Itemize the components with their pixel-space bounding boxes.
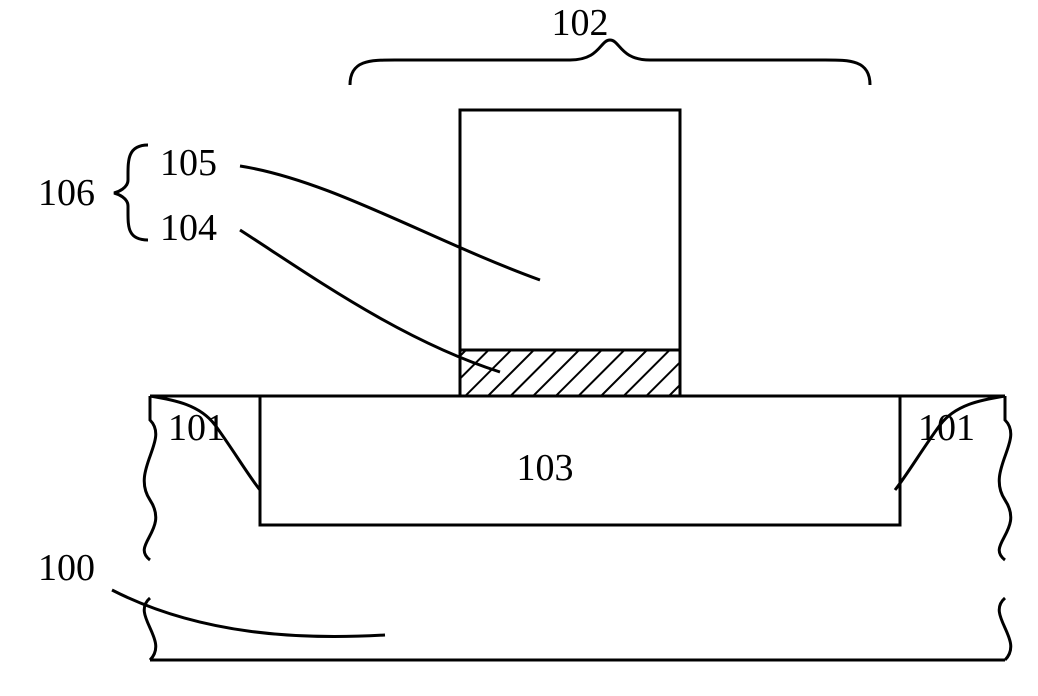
label-101-right: 101 xyxy=(918,407,975,449)
cross-section-figure: 102 106 105 104 101 101 103 100 xyxy=(0,0,1038,696)
label-100: 100 xyxy=(38,547,95,589)
region-gate-electrode-105 xyxy=(460,110,680,350)
label-106: 106 xyxy=(38,172,95,214)
region-gate-oxide-104 xyxy=(460,350,680,396)
label-103: 103 xyxy=(517,447,574,489)
label-105: 105 xyxy=(160,142,217,184)
label-104: 104 xyxy=(160,207,217,249)
brace-top-102 xyxy=(350,40,870,85)
label-102: 102 xyxy=(552,2,609,44)
brace-left-106 xyxy=(114,145,148,240)
region-substrate-100 xyxy=(144,396,1011,660)
region-well-103 xyxy=(260,396,900,525)
label-101-left: 101 xyxy=(168,407,225,449)
